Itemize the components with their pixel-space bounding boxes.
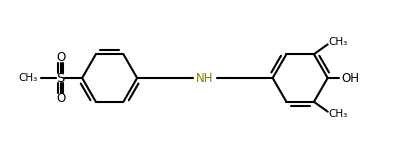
Text: O: O: [56, 92, 65, 105]
Text: OH: OH: [342, 71, 359, 85]
Text: O: O: [56, 51, 65, 64]
Text: CH₃: CH₃: [329, 37, 348, 47]
Text: NH: NH: [196, 71, 213, 85]
Text: CH₃: CH₃: [19, 73, 38, 83]
Text: CH₃: CH₃: [329, 109, 348, 119]
Text: S: S: [56, 71, 65, 85]
